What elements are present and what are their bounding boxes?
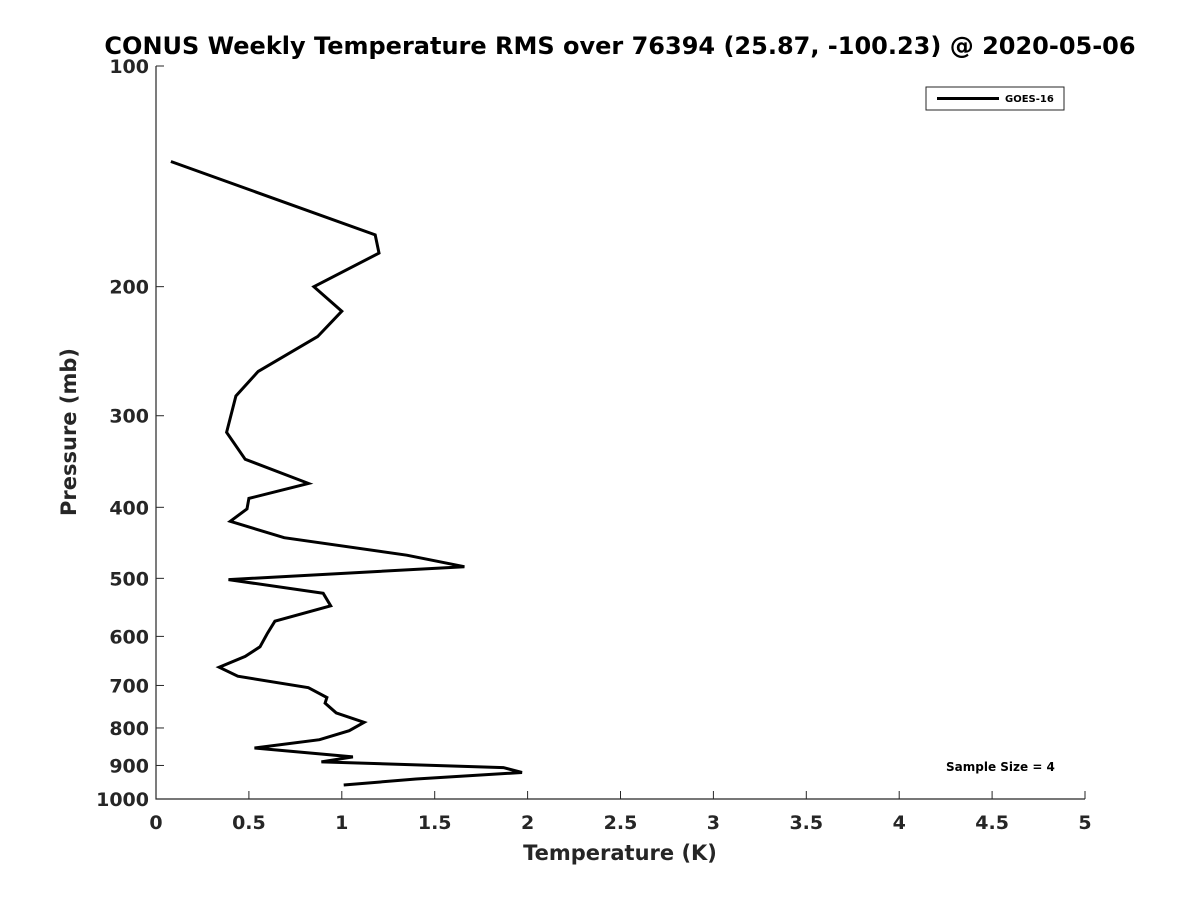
y-tick-label: 400 (109, 497, 149, 519)
x-tick-label: 2 (521, 812, 534, 834)
x-tick-label: 1 (335, 812, 348, 834)
x-tick-label: 0 (149, 812, 162, 834)
x-axis: 0 0.5 1 1.5 2 2.5 3 3.5 4 4.5 5 (149, 791, 1092, 834)
x-axis-label: Temperature (K) (523, 841, 717, 865)
chart-title: CONUS Weekly Temperature RMS over 76394 … (104, 32, 1135, 60)
y-tick-label: 500 (109, 568, 149, 590)
x-tick-label: 4 (893, 812, 906, 834)
x-tick-label: 3 (707, 812, 720, 834)
legend: GOES-16 (925, 86, 1065, 111)
x-tick-label: 3.5 (789, 812, 823, 834)
sample-size-annotation: Sample Size = 4 (946, 760, 1055, 774)
series-layer (170, 160, 523, 787)
x-tick-label: 4.5 (975, 812, 1009, 834)
y-tick-label: 900 (109, 755, 149, 777)
y-axis-label: Pressure (mb) (57, 348, 81, 516)
y-axis: 100 200 300 400 500 600 700 800 900 1000 (96, 56, 164, 811)
y-tick-label: 100 (109, 56, 149, 78)
x-tick-label: 2.5 (604, 812, 638, 834)
x-tick-label: 0.5 (232, 812, 266, 834)
y-tick-label: 600 (109, 626, 149, 648)
x-tick-label: 5 (1078, 812, 1091, 834)
y-tick-label: 800 (109, 718, 149, 740)
y-tick-label: 1000 (96, 789, 149, 811)
y-tick-label: 200 (109, 277, 149, 299)
y-tick-label: 700 (109, 675, 149, 697)
legend-label: GOES-16 (1005, 94, 1054, 105)
axis-lines (155, 66, 1085, 800)
y-tick-label: 300 (109, 406, 149, 428)
x-tick-label: 1.5 (418, 812, 452, 834)
series-line (170, 160, 523, 787)
plot-area (156, 66, 1085, 799)
